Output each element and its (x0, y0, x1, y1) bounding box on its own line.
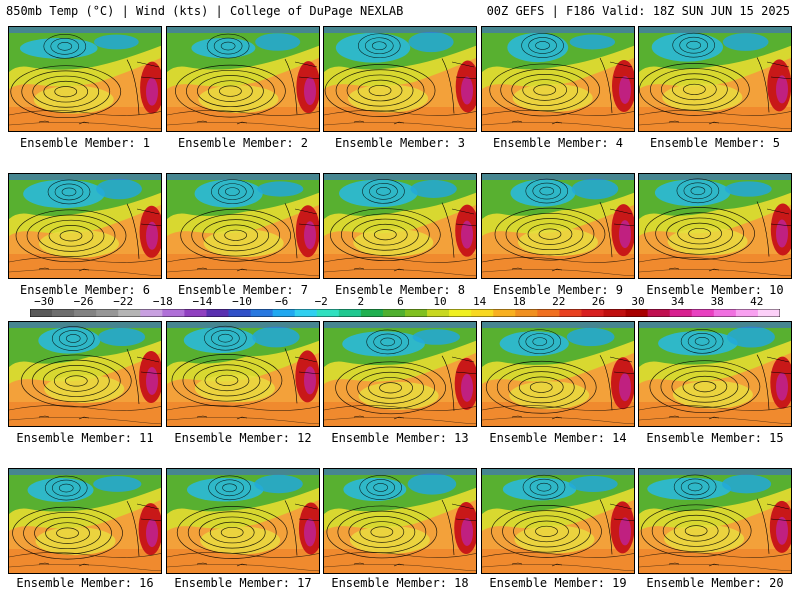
ensemble-member-map (638, 468, 792, 574)
ensemble-member-map (323, 468, 477, 574)
colorbar-bin (515, 309, 538, 317)
ensemble-member-map (166, 321, 320, 427)
colorbar-tick-label: −14 (192, 295, 213, 308)
ensemble-member-map (166, 468, 320, 574)
colorbar-bin (427, 309, 450, 317)
colorbar-bin (338, 309, 362, 317)
ensemble-member-map (638, 26, 792, 132)
ensemble-member-map (481, 321, 635, 427)
ensemble-member-map (8, 173, 162, 279)
colorbar-strip (30, 309, 780, 317)
colorbar-bin (250, 309, 274, 317)
ensemble-member-map (481, 468, 635, 574)
colorbar-bin (118, 309, 141, 317)
colorbar-bin (316, 309, 340, 317)
colorbar-bin (603, 309, 626, 317)
ensemble-member-label: Ensemble Member: 5 (649, 136, 781, 150)
colorbar-bin (537, 309, 560, 317)
colorbar-bin (669, 309, 693, 317)
colorbar-bin (96, 309, 119, 317)
ensemble-member-map (323, 173, 477, 279)
colorbar-bin (140, 309, 163, 317)
colorbar-bin (647, 309, 671, 317)
ensemble-member-label: Ensemble Member: 8 (334, 283, 466, 297)
colorbar-tick-label: −22 (113, 295, 134, 308)
colorbar-bin (162, 309, 185, 317)
colorbar-bin (691, 309, 715, 317)
ensemble-member-map (166, 26, 320, 132)
colorbar-tick-label: 6 (397, 295, 404, 308)
colorbar-bin (52, 309, 75, 317)
map-title: 850mb Temp (°C) | Wind (kts) | College o… (6, 4, 404, 18)
ensemble-member-label: Ensemble Member: 16 (16, 576, 154, 590)
colorbar-bin (360, 309, 384, 317)
ensemble-member-label: Ensemble Member: 3 (334, 136, 466, 150)
colorbar-tick-label: 22 (552, 295, 566, 308)
colorbar-bin (757, 309, 780, 317)
colorbar-tick-label: 2 (357, 295, 365, 308)
model-valid-time: 00Z GEFS | F186 Valid: 18Z SUN JUN 15 20… (486, 4, 790, 18)
colorbar-bin (382, 309, 406, 317)
colorbar-tick-label: −30 (34, 295, 54, 308)
ensemble-member-map (166, 173, 320, 279)
colorbar-tick-label: −26 (73, 295, 94, 308)
colorbar-tick-label: 26 (591, 295, 606, 308)
ensemble-member-label: Ensemble Member: 20 (646, 576, 784, 590)
ensemble-member-label: Ensemble Member: 14 (489, 431, 627, 445)
colorbar-bin (405, 309, 428, 317)
ensemble-member-label: Ensemble Member: 1 (19, 136, 151, 150)
colorbar-bin (581, 309, 604, 317)
ensemble-member-map (638, 173, 792, 279)
colorbar-bin (294, 309, 318, 317)
colorbar-tick-label: 42 (750, 295, 764, 308)
ensemble-member-map (323, 321, 477, 427)
ensemble-member-label: Ensemble Member: 10 (646, 283, 784, 297)
colorbar-bin (30, 309, 53, 317)
ensemble-member-map (638, 321, 792, 427)
colorbar-tick-label: 14 (472, 295, 487, 308)
colorbar-tick-label: 34 (670, 295, 685, 308)
ensemble-member-map (323, 26, 477, 132)
colorbar-bin (74, 309, 97, 317)
colorbar-tick-label: −6 (274, 295, 289, 308)
colorbar-bin (735, 309, 759, 317)
ensemble-member-label: Ensemble Member: 19 (489, 576, 627, 590)
colorbar-tick-label: 38 (710, 295, 724, 308)
colorbar-bin (559, 309, 582, 317)
colorbar-tick-label: 18 (512, 295, 526, 308)
ensemble-member-label: Ensemble Member: 11 (16, 431, 154, 445)
ensemble-member-map (481, 173, 635, 279)
ensemble-member-map (8, 26, 162, 132)
ensemble-member-label: Ensemble Member: 12 (174, 431, 312, 445)
ensemble-member-label: Ensemble Member: 15 (646, 431, 784, 445)
ensemble-member-map (481, 26, 635, 132)
ensemble-member-label: Ensemble Member: 6 (19, 283, 151, 297)
ensemble-member-label: Ensemble Member: 13 (331, 431, 469, 445)
colorbar-bin (228, 309, 251, 317)
ensemble-member-label: Ensemble Member: 18 (331, 576, 469, 590)
ensemble-member-map (8, 468, 162, 574)
colorbar-bin (272, 309, 296, 317)
colorbar-tick-label: −18 (152, 295, 173, 308)
colorbar-bin (449, 309, 472, 317)
ensemble-member-map (8, 321, 162, 427)
colorbar-tick-label: −2 (314, 295, 328, 308)
colorbar-tick-label: 30 (631, 295, 645, 308)
ensemble-member-label: Ensemble Member: 9 (492, 283, 624, 297)
ensemble-member-label: Ensemble Member: 7 (177, 283, 309, 297)
colorbar-tick-label: −10 (232, 295, 252, 308)
colorbar-bin (184, 309, 207, 317)
colorbar-bin (471, 309, 494, 317)
colorbar-bin (713, 309, 737, 317)
colorbar-bin (493, 309, 516, 317)
ensemble-member-label: Ensemble Member: 4 (492, 136, 624, 150)
ensemble-member-label: Ensemble Member: 17 (174, 576, 312, 590)
colorbar-tick-label: 10 (433, 295, 447, 308)
colorbar-bin (625, 309, 649, 317)
colorbar-bin (206, 309, 229, 317)
ensemble-member-label: Ensemble Member: 2 (177, 136, 309, 150)
